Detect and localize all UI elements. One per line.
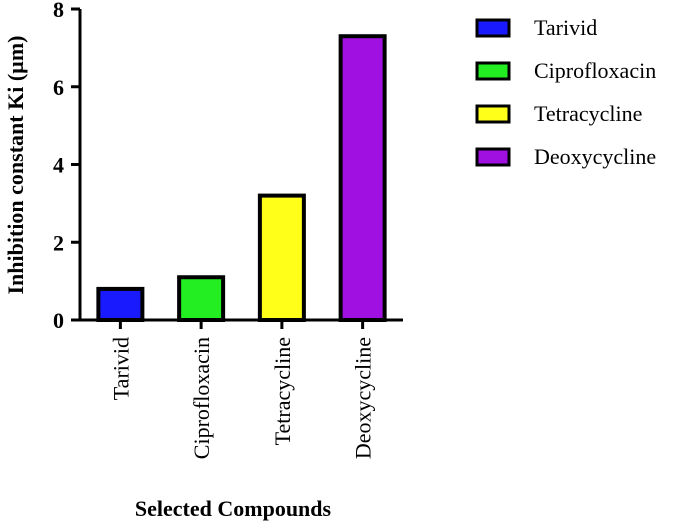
y-tick-label: 4 [53,153,64,178]
y-axis: 0 2 4 6 8 [53,0,82,333]
bar-deoxycycline [338,34,387,323]
legend-swatch [475,18,511,38]
x-tick-labels: Tarivid Ciprofloxacin Tetracycline Deoxycyc… [108,337,375,459]
y-axis-title: Inhibition constant Ki (µm) [3,36,28,295]
legend-label: Tarivid [534,15,597,40]
x-tick-label: Tetracycline [270,337,295,445]
y-tick-label: 2 [53,230,64,255]
x-axis-title: Selected Compounds [135,496,332,521]
legend-swatch [475,104,511,124]
x-tick-label: Tarivid [108,337,133,400]
bars [96,34,387,323]
legend-label: Ciprofloxacin [534,58,656,83]
legend-label: Tetracycline [534,101,642,126]
bar-tarivid [96,286,145,322]
legend-swatch [475,61,511,81]
y-tick-label: 0 [53,308,64,333]
bar-ciprofloxacin [177,275,226,322]
legend-label: Deoxycycline [534,144,656,169]
legend-swatch [475,147,511,167]
y-tick-label: 6 [53,75,64,100]
bar-tetracycline [257,193,306,323]
x-tick-label: Ciprofloxacin [189,337,214,459]
x-tick-label: Deoxycycline [351,337,376,459]
legend: Tarivid Ciprofloxacin Tetracycline Deoxycyc… [475,15,656,169]
y-tick-label: 8 [53,0,64,22]
